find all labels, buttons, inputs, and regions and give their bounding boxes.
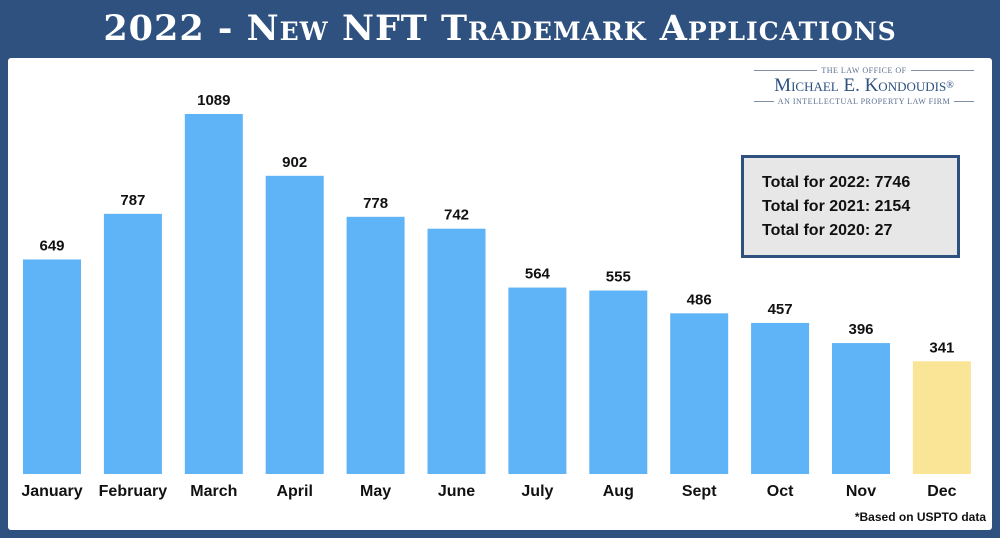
category-label-march: March [190, 483, 237, 500]
category-label-aug: Aug [603, 483, 634, 500]
chart-panel: THE LAW OFFICE OF Michael E. Kondoudis® … [8, 58, 992, 530]
value-label-nov: 396 [848, 321, 873, 338]
total-2022: Total for 2022: 7746 [762, 173, 911, 191]
category-label-april: April [276, 483, 312, 500]
category-label-dec: Dec [927, 483, 956, 500]
logo-firm-name: Michael E. Kondoudis [774, 75, 947, 96]
bar-oct [751, 322, 810, 474]
bar-nov [832, 343, 890, 474]
value-label-march: 1089 [197, 92, 230, 109]
bar-july [508, 287, 567, 474]
category-label-may: May [360, 483, 391, 500]
value-label-may: 778 [363, 195, 388, 212]
value-label-february: 787 [120, 192, 145, 209]
bar-dec [912, 361, 971, 474]
category-label-june: June [438, 483, 475, 500]
category-label-february: February [99, 483, 168, 500]
bar-june [427, 228, 486, 474]
value-label-july: 564 [525, 266, 551, 283]
category-label-july: July [521, 483, 553, 500]
category-label-sept: Sept [682, 483, 717, 500]
value-label-april: 902 [282, 154, 307, 171]
logo-top-line: THE LAW OFFICE OF [821, 66, 907, 75]
bar-january [23, 259, 81, 474]
header-banner: 2022 - New NFT Trademark Applications [0, 0, 1000, 56]
value-label-dec: 341 [929, 339, 954, 356]
category-label-nov: Nov [846, 483, 876, 500]
bar-aug [589, 290, 648, 474]
total-2020: Total for 2020: 27 [762, 221, 893, 239]
page-title: 2022 - New NFT Trademark Applications [103, 7, 897, 49]
value-label-oct: 457 [768, 301, 793, 318]
category-label-january: January [21, 483, 82, 500]
category-label-oct: Oct [767, 483, 794, 500]
value-label-sept: 486 [687, 291, 712, 308]
totals-box: Total for 2022: 7746 Total for 2021: 215… [741, 155, 960, 258]
bar-sept [670, 313, 729, 474]
bar-april [265, 175, 324, 474]
bar-chart: 649 January 787 February 1089 March 902 April 77… [21, 92, 971, 500]
footnote: *Based on USPTO data [854, 510, 986, 524]
logo-tagline: AN INTELLECTUAL PROPERTY LAW FIRM [777, 97, 951, 106]
total-2021: Total for 2021: 2154 [762, 197, 911, 215]
bar-march [184, 114, 243, 474]
registered-mark: ® [946, 80, 954, 91]
firm-logo: THE LAW OFFICE OF Michael E. Kondoudis® … [754, 66, 975, 106]
value-label-aug: 555 [606, 269, 631, 286]
bar-may [346, 216, 405, 474]
bar-february [103, 213, 162, 474]
value-label-january: 649 [39, 237, 64, 254]
value-label-june: 742 [444, 207, 469, 224]
